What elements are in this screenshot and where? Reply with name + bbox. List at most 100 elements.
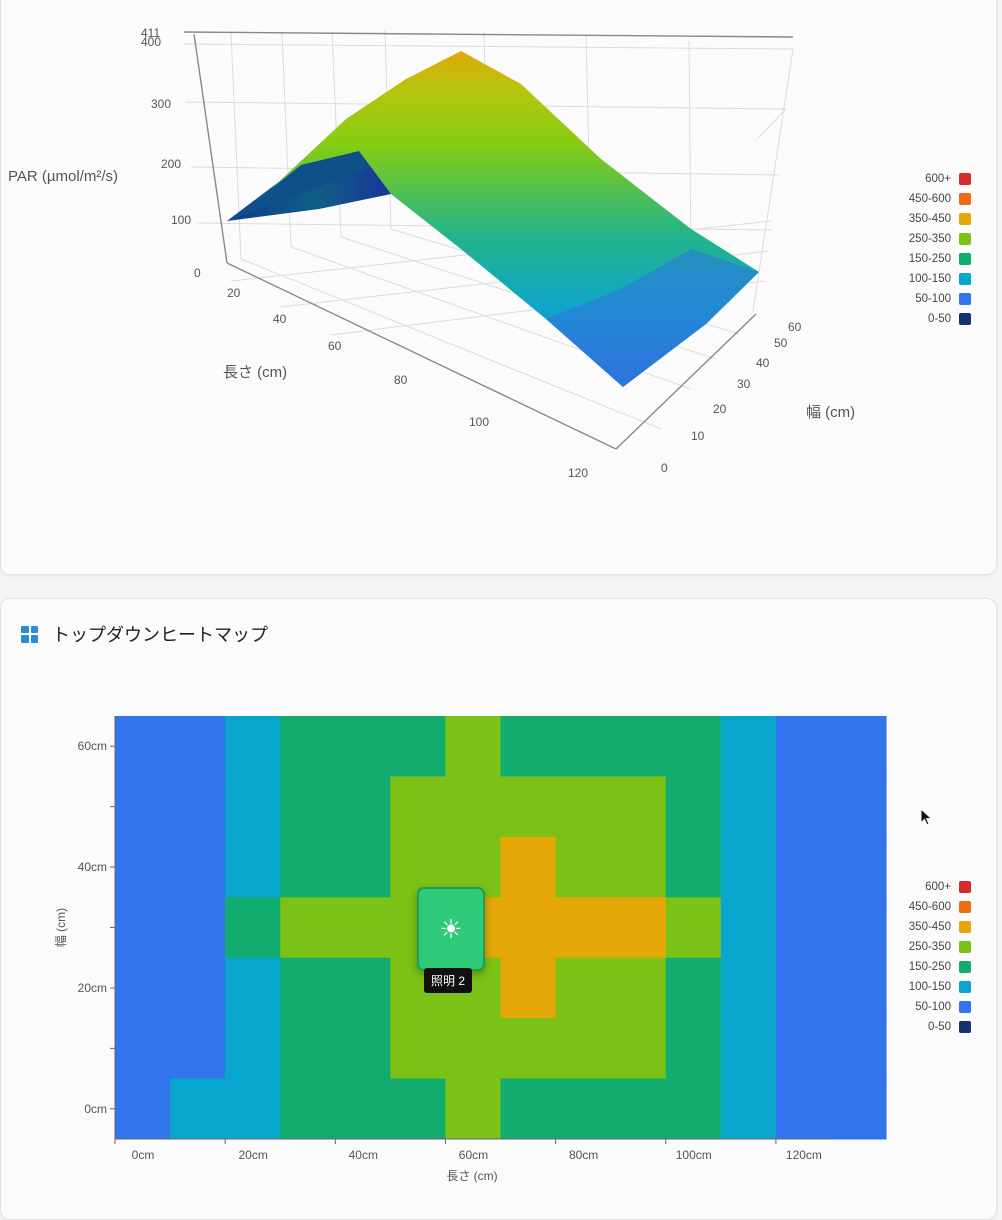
- heatmap-cell: [831, 776, 887, 838]
- heatmap-cell: [225, 1078, 281, 1140]
- heatmap-cell: [665, 957, 722, 1019]
- x-tick-label: 60cm: [459, 1148, 488, 1162]
- top-down-heatmap[interactable]: 0cm 20cm 40cm 60cm 80cm 100cm 120cm 60cm 40cm 20c…: [1, 599, 996, 1219]
- heatmap-cell: [225, 716, 281, 777]
- heatmap-cell: [775, 716, 832, 777]
- heatmap-cell: [665, 716, 722, 777]
- heatmap-cell: [170, 1078, 226, 1140]
- heatmap-cell: [500, 897, 557, 959]
- heatmap-cell: [115, 776, 171, 838]
- z-tick: 100: [171, 213, 191, 227]
- heatmap-cell: [390, 1078, 446, 1140]
- legend-label: 450-600: [908, 193, 951, 205]
- heatmap-cell: [225, 836, 281, 898]
- legend-item: 600+: [891, 877, 971, 897]
- heatmap-cell: [720, 1078, 777, 1140]
- legend-item: 100-150: [891, 977, 971, 997]
- legend-swatch: [959, 233, 971, 245]
- sun-icon: ☀: [439, 913, 463, 944]
- legend-label: 600+: [925, 881, 951, 893]
- heatmap-cell: [555, 897, 612, 959]
- heatmap-cell: [445, 1078, 502, 1140]
- legend-swatch: [959, 941, 971, 953]
- heatmap-cell: [775, 957, 832, 1019]
- grid-icon: [21, 625, 38, 643]
- heatmap-title: トップダウンヒートマップ: [52, 625, 268, 645]
- heatmap-cell: [170, 1018, 226, 1080]
- heatmap-cell: [610, 776, 667, 838]
- heatmap-axes: 0cm 20cm 40cm 60cm 80cm 100cm 120cm 60cm 40cm 20c…: [53, 716, 831, 1183]
- heatmap-cell: [555, 957, 612, 1019]
- heatmap-cell: [555, 776, 612, 838]
- y-tick: 0: [661, 461, 668, 475]
- legend-item: 50-100: [891, 997, 971, 1017]
- heatmap-cell: [831, 897, 887, 959]
- legend-swatch: [959, 273, 971, 285]
- legend-item: 250-350: [891, 229, 971, 249]
- y-tick: 10: [691, 429, 705, 443]
- heatmap-cell: [335, 776, 391, 838]
- heatmap-cell: [555, 1078, 612, 1140]
- heatmap-cell: [831, 1078, 887, 1140]
- y-tick-label: 60cm: [78, 739, 107, 753]
- heatmap-cell: [720, 897, 777, 959]
- heatmap-cell: [170, 957, 226, 1019]
- x-tick-label: 80cm: [569, 1148, 598, 1162]
- heatmap-cell: [115, 836, 171, 898]
- y-tick: 60: [788, 320, 802, 334]
- heatmap-cell: [500, 1018, 557, 1080]
- heatmap-legend: 600+ 450-600 350-450 250-350 150-250 100-150 5…: [891, 877, 971, 1037]
- x-tick: 100: [469, 415, 489, 429]
- heatmap-cell: [170, 716, 226, 777]
- y-tick: 30: [737, 377, 751, 391]
- legend-item: 100-150: [891, 269, 971, 289]
- y-tick: 20: [713, 402, 727, 416]
- heatmap-cells: [115, 716, 887, 1140]
- x-tick: 80: [394, 373, 408, 387]
- par-3d-surface-chart[interactable]: 411 400 300 200 100 0 20 40 60 80 100 12…: [1, 0, 996, 574]
- legend-item: 0-50: [891, 1017, 971, 1037]
- heatmap-cell: [831, 836, 887, 898]
- heatmap-cell: [831, 1018, 887, 1080]
- heatmap-cell: [170, 776, 226, 838]
- legend-swatch: [959, 173, 971, 185]
- light-fixture[interactable]: ☀: [417, 887, 485, 971]
- heatmap-cell: [665, 1018, 722, 1080]
- heatmap-cell: [555, 1018, 612, 1080]
- heatmap-cell: [775, 836, 832, 898]
- heatmap-cell: [225, 957, 281, 1019]
- heatmap-cell: [280, 897, 336, 959]
- heatmap-cell: [720, 1018, 777, 1080]
- heatmap-cell: [115, 957, 171, 1019]
- heatmap-card: トップダウンヒートマップ 0cm 20cm 40cm 60cm 80cm 100cm 120…: [0, 598, 997, 1220]
- y-tick-label: 0cm: [84, 1102, 107, 1116]
- heatmap-cell: [610, 1018, 667, 1080]
- heatmap-cell: [720, 836, 777, 898]
- legend-item: 150-250: [891, 249, 971, 269]
- legend-label: 100-150: [908, 273, 951, 285]
- legend-label: 450-600: [908, 901, 951, 913]
- x-tick-label: 100cm: [676, 1148, 712, 1162]
- legend-item: 350-450: [891, 209, 971, 229]
- heatmap-cell: [390, 1018, 446, 1080]
- legend-label: 100-150: [908, 981, 951, 993]
- surface-mesh: [227, 51, 759, 387]
- heatmap-cell: [665, 836, 722, 898]
- z-tick: 400: [141, 35, 161, 49]
- legend-item: 600+: [891, 169, 971, 189]
- heatmap-cell: [390, 776, 446, 838]
- y-tick: 40: [756, 356, 770, 370]
- legend-swatch: [959, 293, 971, 305]
- heatmap-cell: [335, 957, 391, 1019]
- heatmap-cell: [225, 897, 281, 959]
- heatmap-cell: [831, 957, 887, 1019]
- heatmap-cell: [280, 776, 336, 838]
- legend-swatch: [959, 981, 971, 993]
- surface-chart-card: 411 400 300 200 100 0 20 40 60 80 100 12…: [0, 0, 997, 575]
- heatmap-cell: [665, 776, 722, 838]
- heatmap-card-header: トップダウンヒートマップ: [21, 621, 268, 647]
- heatmap-cell: [775, 1018, 832, 1080]
- x-tick-label: 0cm: [132, 1148, 155, 1162]
- y-axis-label: 幅 (cm): [53, 908, 68, 947]
- legend-label: 350-450: [908, 213, 951, 225]
